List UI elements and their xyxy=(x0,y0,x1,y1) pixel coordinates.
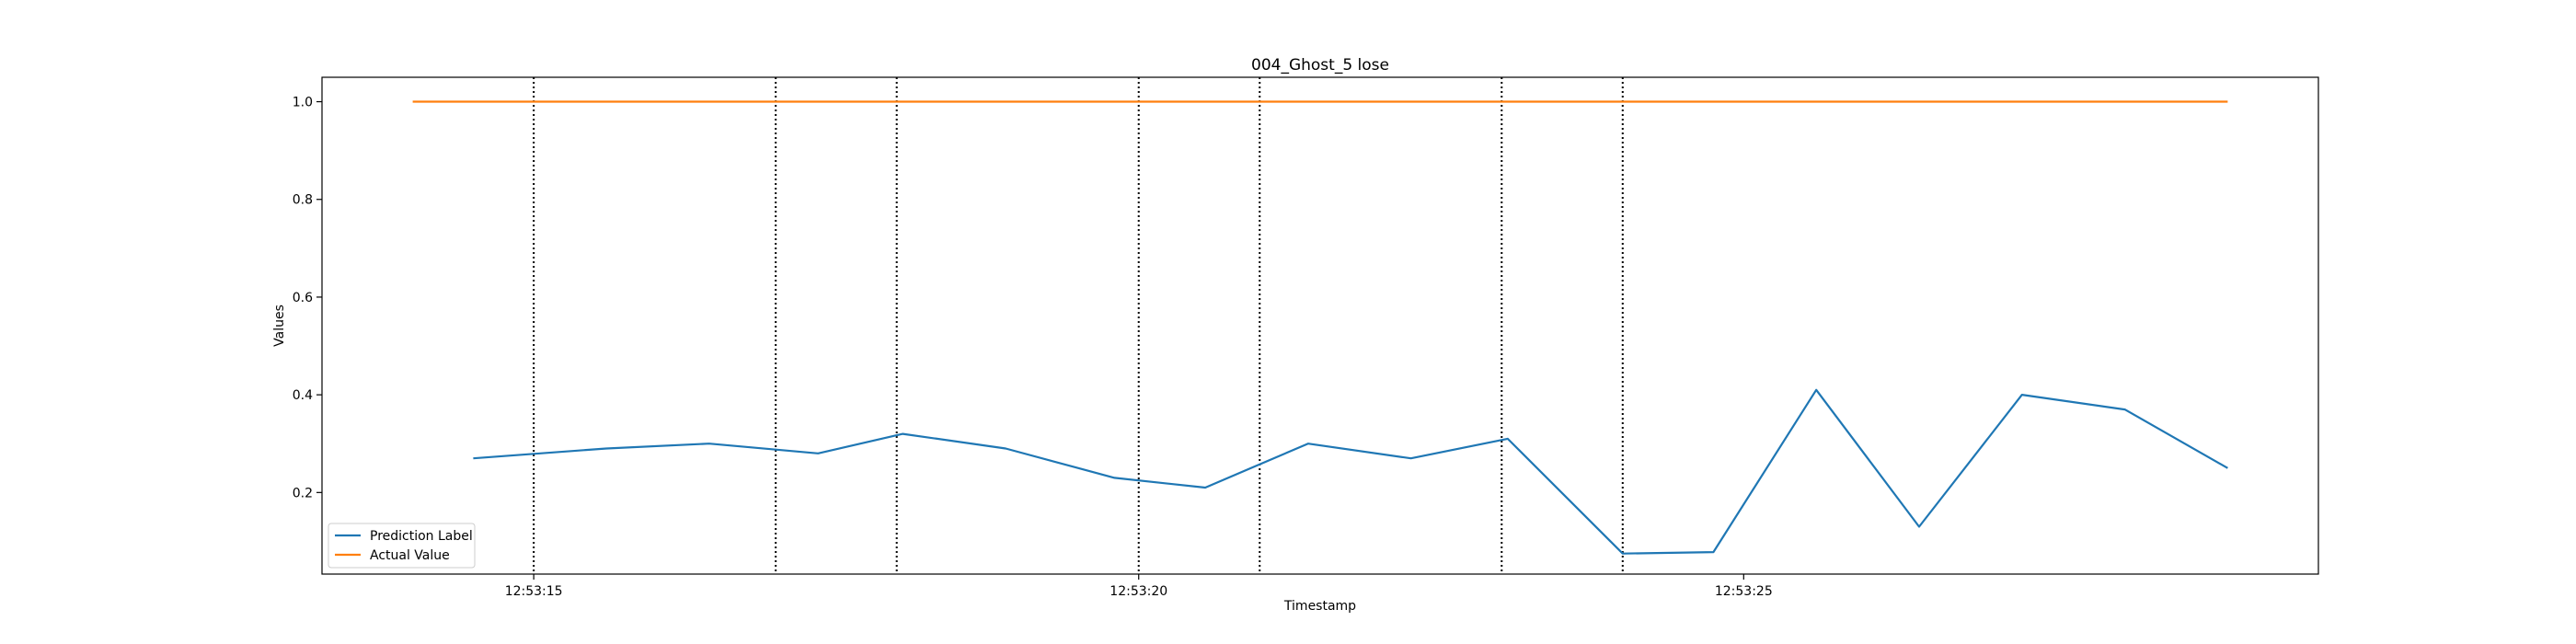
y-tick-label: 0.6 xyxy=(293,291,313,305)
y-tick-label: 0.4 xyxy=(293,388,313,403)
y-axis: 0.2 0.4 0.6 0.8 1.0 xyxy=(293,96,322,500)
legend: Prediction Label Actual Value xyxy=(328,523,476,569)
vertical-markers xyxy=(533,77,1624,574)
y-tick-label: 0.2 xyxy=(293,486,313,500)
series-layer xyxy=(412,100,2228,555)
y-tick-label: 1.0 xyxy=(293,96,313,110)
plot-area xyxy=(412,77,2228,574)
chart-title: 004_Ghost_5 lose xyxy=(1251,56,1389,75)
x-axis: 12:53:15 12:53:20 12:53:25 xyxy=(505,574,1773,599)
y-tick-label: 0.8 xyxy=(293,193,313,208)
x-tick-label: 12:53:15 xyxy=(505,584,563,599)
legend-label-actual-value: Actual Value xyxy=(370,548,450,563)
legend-label-prediction-label: Prediction Label xyxy=(370,529,473,544)
legend-box xyxy=(328,523,476,569)
x-tick-label: 12:53:20 xyxy=(1110,584,1167,599)
x-axis-title: Timestamp xyxy=(1283,599,1356,614)
y-axis-title: Values xyxy=(272,305,287,347)
plot-frame xyxy=(321,76,2319,575)
prediction-label-series-line xyxy=(473,388,2228,555)
x-tick-label: 12:53:25 xyxy=(1715,584,1773,599)
